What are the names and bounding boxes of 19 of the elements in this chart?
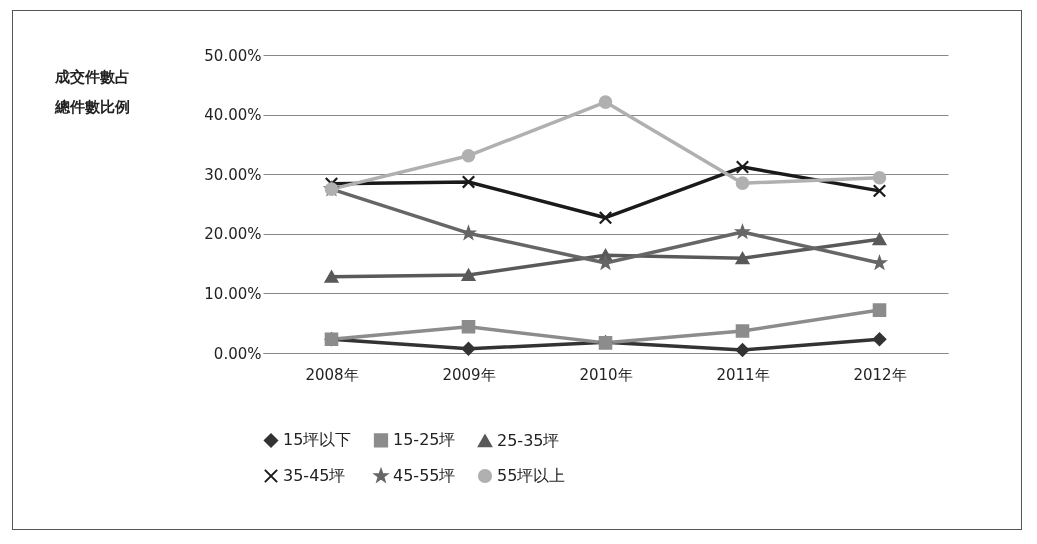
legend-label: 15坪以下: [283, 430, 352, 450]
y-tick-label: 50.00%: [204, 46, 262, 65]
y-tick-label: 20.00%: [204, 225, 262, 244]
text: 成交件數占: [55, 68, 130, 87]
x-tick-label: 2008年: [305, 365, 359, 384]
legend-label: 15-25坪: [393, 430, 456, 450]
y-tick-label: 10.00%: [204, 284, 262, 303]
y-tick-label: 0.00%: [213, 344, 262, 363]
x-tick-label: 2011年: [716, 365, 770, 384]
text: 總件數比例: [55, 98, 130, 117]
x-tick-label: 2010年: [579, 365, 633, 384]
legend-label: 45-55坪: [393, 466, 456, 485]
legend-label: 35-45坪: [283, 466, 346, 485]
legend-label: 25-35坪: [497, 430, 560, 450]
y-tick-label: 40.00%: [204, 106, 262, 125]
y-tick-label: 30.00%: [204, 165, 262, 184]
x-tick-label: 2009年: [442, 365, 496, 384]
legend-label: 55坪以上: [497, 466, 566, 485]
x-tick-label: 2012年: [853, 365, 907, 384]
